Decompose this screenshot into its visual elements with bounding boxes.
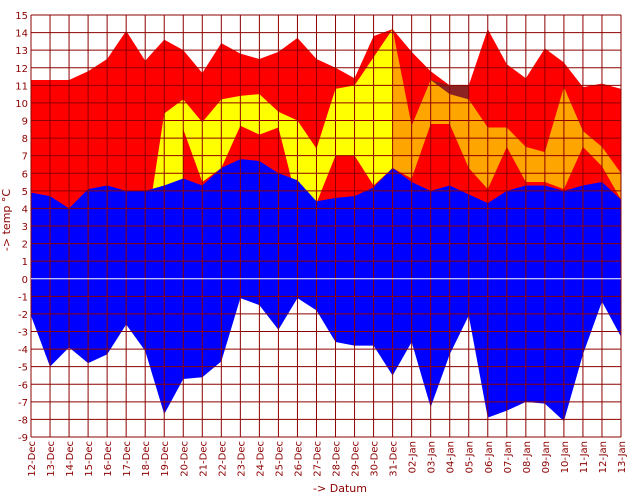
y-tick-label: 1 [22, 257, 28, 268]
x-tick-label: 26-Dec [293, 441, 304, 477]
y-tick-label: -6 [18, 380, 28, 391]
x-tick-label: 15-Dec [84, 441, 95, 477]
x-tick-label: 27-Dec [312, 441, 323, 477]
y-tick-label: 2 [22, 240, 28, 251]
x-tick-label: 10-Jan [560, 441, 571, 473]
series-layer [31, 29, 622, 422]
x-tick-label: 30-Dec [370, 441, 381, 477]
y-tick-label: 4 [22, 204, 28, 215]
y-tick-label: -5 [18, 363, 28, 374]
y-tick-label: 8 [22, 134, 28, 145]
x-tick-label: 21-Dec [198, 441, 209, 477]
x-tick-label: 14-Dec [65, 441, 76, 477]
y-tick-label: -7 [18, 398, 28, 409]
x-tick-label: 04-Jan [446, 441, 457, 473]
series-7-area [31, 278, 621, 422]
y-tick-label: -4 [18, 345, 28, 356]
x-tick-label: 13-Jan [617, 441, 628, 473]
y-tick-label: 10 [15, 99, 28, 110]
y-tick-label: 5 [22, 187, 28, 198]
y-tick-label: 3 [22, 222, 28, 233]
y-tick-label: 7 [22, 152, 28, 163]
x-tick-label: 23-Dec [236, 441, 247, 477]
x-tick-label: 06-Jan [484, 441, 495, 473]
y-tick-label: -8 [18, 415, 28, 426]
x-tick-label: 12-Jan [598, 441, 609, 473]
x-tick-label: 11-Jan [579, 441, 590, 473]
x-tick-label: 28-Dec [332, 441, 343, 477]
y-tick-label: 15 [15, 11, 28, 22]
x-tick-label: 16-Dec [103, 441, 114, 477]
x-tick-label: 19-Dec [160, 441, 171, 477]
x-tick-label: 12-Dec [27, 441, 38, 477]
x-tick-label: 13-Dec [46, 441, 57, 477]
y-tick-label: 12 [15, 64, 28, 75]
x-tick-label: 25-Dec [274, 441, 285, 477]
y-axis-title: -> temp °C [0, 189, 13, 251]
x-tick-label: 03-Jan [427, 441, 438, 473]
series-5-area [31, 159, 621, 279]
y-tick-label: 6 [22, 169, 28, 180]
x-tick-label: 18-Dec [141, 441, 152, 477]
x-tick-label: 22-Dec [217, 441, 228, 477]
x-tick-label: 09-Jan [541, 441, 552, 473]
x-tick-label: 31-Dec [389, 441, 400, 477]
y-tick-label: -9 [18, 433, 28, 444]
x-tick-label: 17-Dec [122, 441, 133, 477]
x-tick-label: 07-Jan [503, 441, 514, 473]
y-tick-label: -2 [18, 310, 28, 321]
y-tick-label: -3 [18, 328, 28, 339]
grid-layer [30, 14, 622, 438]
x-axis-title: -> Datum [313, 482, 367, 495]
x-tick-label: 20-Dec [179, 441, 190, 477]
x-tick-label: 05-Jan [465, 441, 476, 473]
y-tick-label: 13 [15, 46, 28, 57]
x-tick-label: 08-Jan [522, 441, 533, 473]
x-tick-label: 24-Dec [255, 441, 266, 477]
y-tick-label: 14 [15, 29, 28, 40]
y-tick-label: 9 [22, 117, 28, 128]
x-tick-label: 29-Dec [351, 441, 362, 477]
x-tick-label: 02-Jan [408, 441, 419, 473]
axis-layer: -9-8-7-6-5-4-3-2-10123456789101112131415… [15, 11, 628, 477]
y-tick-label: 11 [15, 81, 28, 92]
y-tick-label: -1 [18, 292, 28, 303]
y-tick-label: 0 [22, 275, 28, 286]
